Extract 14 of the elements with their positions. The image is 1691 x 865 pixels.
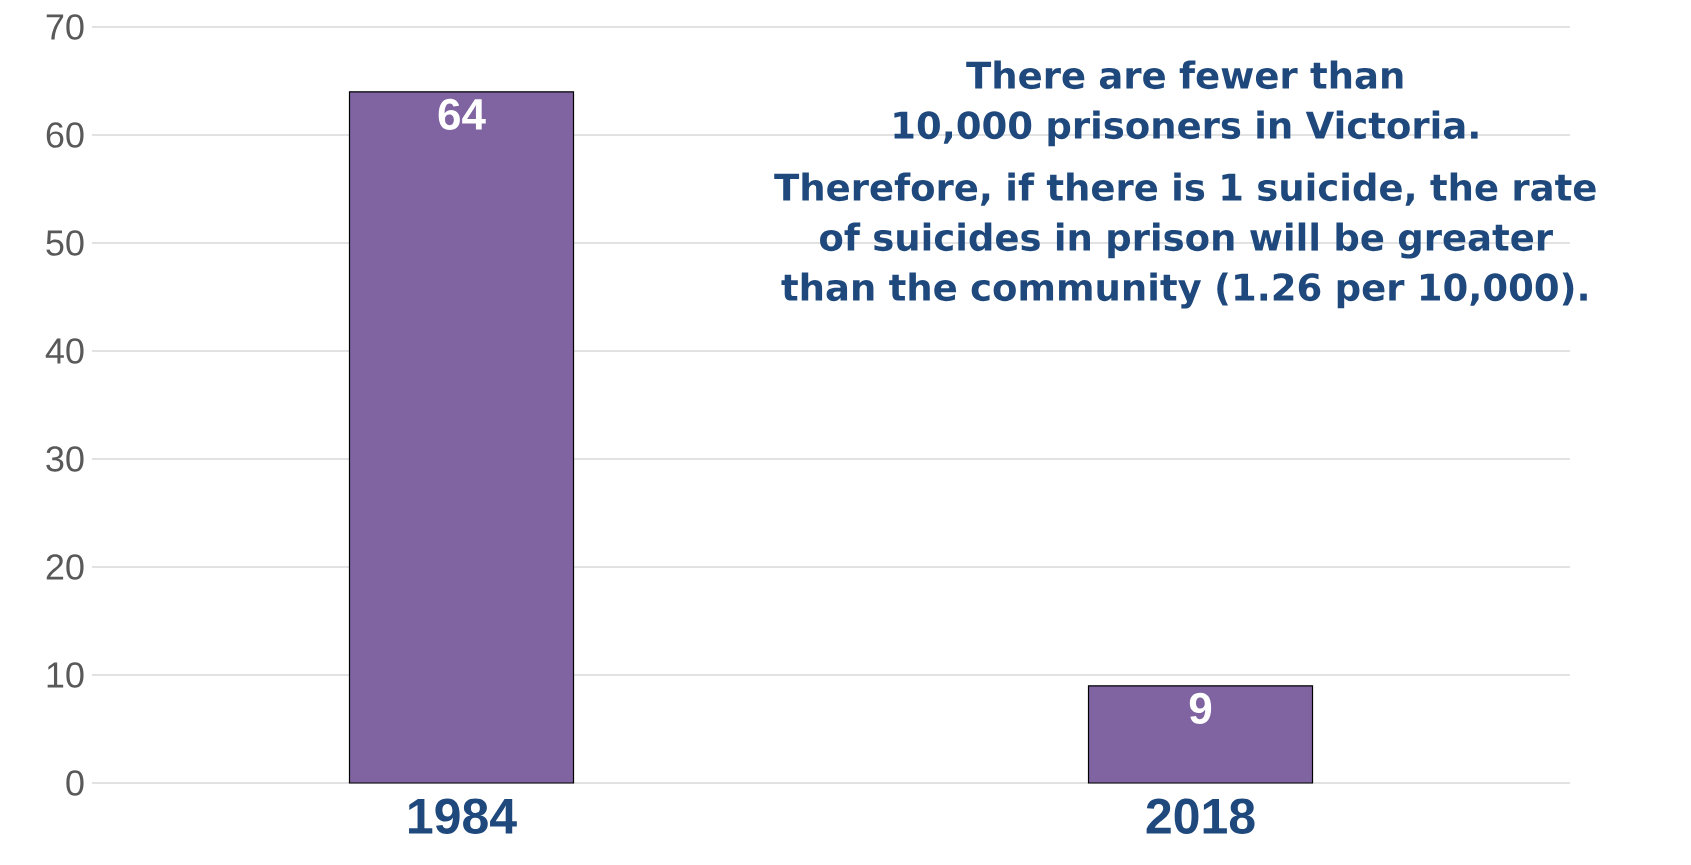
y-tick-label: 0	[66, 770, 84, 796]
y-tick-label: 70	[46, 14, 84, 40]
y-tick-label: 10	[47, 662, 84, 688]
y-tick-label: 60	[46, 122, 84, 148]
annotation: Therefore, if there is 1 suicide, the rate of suicides in prison will be greater than the community (1.26 per 10,000).	[774, 172, 1596, 309]
y-tick-label: 20	[46, 554, 84, 580]
x-tick-label: 1984	[409, 798, 517, 834]
annotation: There are fewer than 10,000 prisoners in Victoria.	[894, 60, 1478, 147]
data-label: 64	[438, 98, 486, 130]
data-label: 9	[1189, 692, 1212, 724]
y-tick-label: 30	[46, 446, 84, 472]
y-tick-label: 40	[45, 338, 84, 364]
x-tick-label: 2018	[1146, 798, 1255, 834]
y-tick-label: 50	[46, 230, 84, 256]
